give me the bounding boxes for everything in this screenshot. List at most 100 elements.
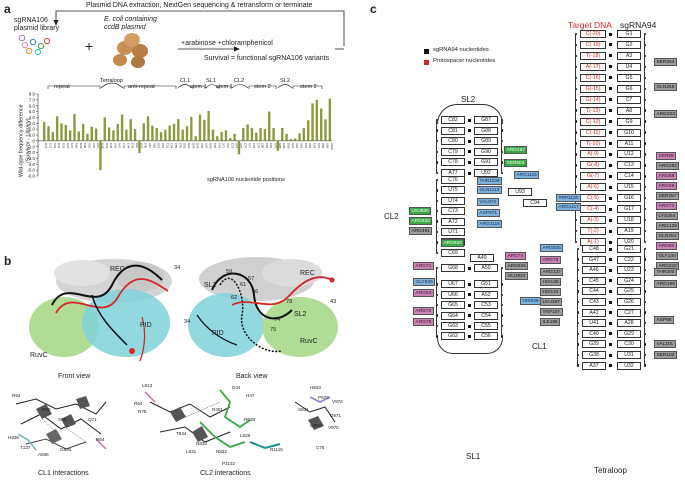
- cl2-title: CL2: [384, 212, 399, 221]
- bar: [211, 129, 215, 141]
- y-tick-label: 0: [33, 138, 36, 143]
- bar: [233, 133, 236, 141]
- target-dna-nucleotide: G(-15): [580, 84, 606, 93]
- bar: [272, 127, 275, 141]
- bar: [47, 126, 50, 141]
- bar: [120, 114, 124, 141]
- y-tick-label: 6.0: [29, 103, 36, 108]
- sgrna94-nucleotide: A11: [617, 139, 641, 148]
- anti-repeat-nucleotide: C45: [582, 276, 606, 285]
- sl1-left-nucleotide: U66: [441, 290, 465, 299]
- base-pair-marker: [609, 247, 612, 251]
- base-pair-marker: [609, 311, 612, 315]
- x-tick-label: C97: [317, 143, 321, 149]
- residue-tag: SER264: [654, 58, 677, 66]
- anti-repeat-nucleotide: C43: [582, 298, 606, 306]
- bar: [237, 140, 241, 155]
- residue-tag: THR200: [654, 268, 677, 276]
- bar: [281, 127, 284, 141]
- x-tick-label: C30: [83, 143, 87, 149]
- backbone-node: [644, 269, 647, 272]
- legend-sgrna-marker: [424, 49, 429, 54]
- backbone-node: [644, 43, 647, 47]
- sgrna94-nucleotide: C7: [617, 95, 641, 104]
- base-pair-marker: [609, 54, 612, 58]
- base-pair-marker: [609, 76, 612, 80]
- backbone-line: [644, 34, 645, 243]
- bar: [172, 123, 176, 141]
- region-anti-repeat: anti-repeat: [128, 84, 155, 90]
- target-dna-nucleotide: C(-16): [580, 73, 606, 82]
- base-pair-marker: [609, 321, 612, 325]
- bar: [60, 123, 63, 141]
- anti-repeat-nucleotide: A46: [582, 266, 606, 275]
- target-dna-nucleotide: T(-10): [580, 139, 606, 148]
- x-tick-label: A72: [226, 143, 230, 149]
- ecoli-label-1: E. coli containing: [104, 16, 157, 23]
- base-pair-marker: [609, 258, 612, 262]
- sl2-right-nucleotide: G88: [474, 126, 498, 135]
- backbone-node: [436, 189, 439, 192]
- base-pair-marker: [468, 293, 471, 297]
- backbone-node: [436, 220, 439, 223]
- backbone-node: [575, 229, 578, 233]
- cl2-res-v972: V972: [332, 399, 343, 404]
- bar: [194, 136, 197, 141]
- x-tick-label: G47: [139, 143, 143, 149]
- cl1-res-q71: Q71: [88, 417, 97, 422]
- residue-tag: SER257: [656, 192, 679, 200]
- target-dna-nucleotide: G(-7): [580, 172, 606, 181]
- residue-tag: ARG491: [409, 227, 433, 235]
- region-cl2: CL2: [234, 78, 245, 84]
- y-tick-label: 8.0: [29, 92, 36, 97]
- cl2-interactions-image: [144, 389, 336, 450]
- base-pair-marker: [468, 160, 471, 164]
- target-dna-title: Target DNA: [568, 20, 612, 30]
- cl1-res-g835: G835: [60, 447, 72, 452]
- x-tick-label: C81: [265, 143, 269, 149]
- backbone-node: [577, 279, 580, 282]
- backbone-node: [644, 208, 647, 211]
- sl1-title: SL1: [466, 452, 481, 461]
- base-pair-marker: [609, 279, 612, 283]
- x-tick-label: G90: [287, 143, 291, 149]
- x-tick-label: U71: [222, 143, 226, 149]
- residue-tag: ARG72: [413, 307, 434, 315]
- cl1-title: CL1: [532, 342, 547, 351]
- bar: [81, 123, 85, 141]
- cl2-left-nucleotide: C73: [441, 207, 465, 216]
- x-tick-label: U93: [300, 143, 304, 149]
- residue-tag: LEU830: [409, 207, 432, 215]
- cl2-res-d44: D44: [232, 385, 241, 390]
- back-ruvc-label: RuvC: [300, 338, 318, 345]
- bar: [129, 119, 132, 141]
- bar: [298, 133, 301, 141]
- survival-label: Survival = functional sgRNA106 variants: [204, 55, 330, 62]
- backbone-node: [436, 171, 439, 175]
- chart-xlabel: sgRNA106 nucleotide positions: [207, 177, 285, 183]
- target-dna-nucleotide: C(-12): [580, 117, 606, 126]
- residue-tag: HIS836: [520, 297, 541, 305]
- y-tick-label: 1.0: [29, 133, 36, 138]
- bar: [311, 103, 314, 141]
- bar: [155, 127, 158, 141]
- target-dna-nucleotide: T(-13): [580, 106, 606, 115]
- x-tick-label: U32: [92, 143, 96, 149]
- residue-tag: GLY836: [413, 278, 436, 286]
- sgrna94-nucleotide: G6: [617, 84, 641, 93]
- residue-tag: SER502: [504, 159, 527, 167]
- residue-tag: ARG323: [654, 110, 678, 118]
- region-repeat: repeat: [54, 84, 70, 90]
- backbone-node: [575, 109, 578, 112]
- sl1-right-nucleotide: A50: [474, 264, 498, 272]
- bar: [185, 126, 189, 141]
- backbone-node: [436, 199, 439, 202]
- front-ruvc-label: RuvC: [30, 352, 48, 359]
- backbone-node: [644, 247, 647, 251]
- x-tick-label: G26: [66, 143, 70, 149]
- sl1-left-nucleotide: U67: [441, 280, 465, 289]
- cl2-left-nucleotide: U75: [441, 186, 465, 195]
- cl1-res-h836: H836: [8, 435, 19, 440]
- anti-repeat-nucleotide: C44: [582, 287, 606, 296]
- bar: [112, 130, 115, 141]
